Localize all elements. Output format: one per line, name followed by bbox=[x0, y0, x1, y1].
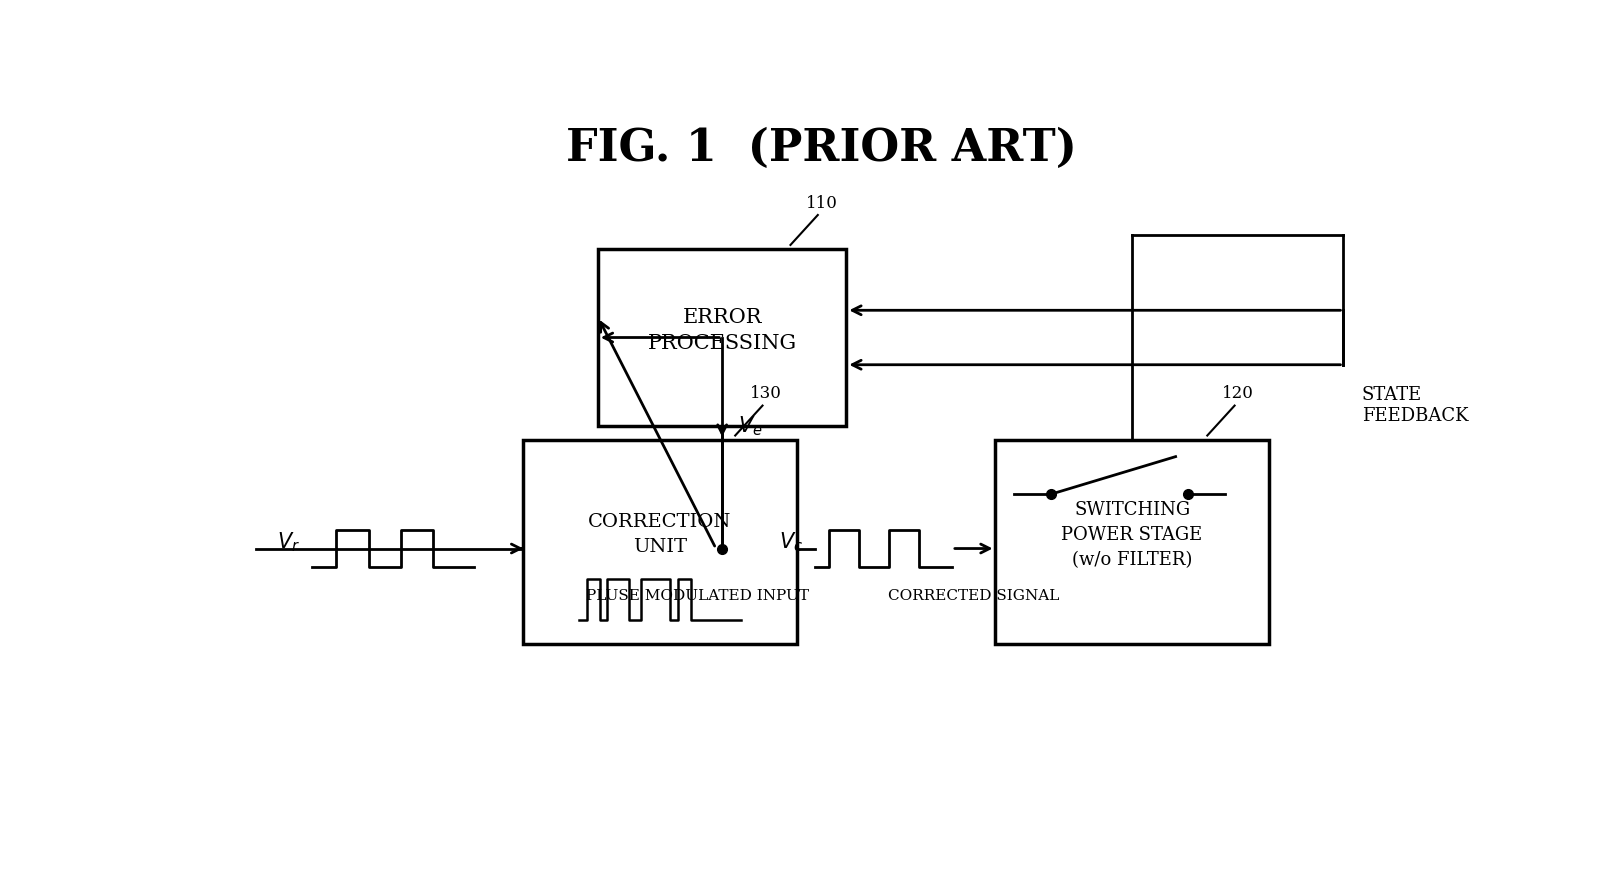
Text: ERROR
PROCESSING: ERROR PROCESSING bbox=[648, 308, 797, 354]
Text: STATE
FEEDBACK: STATE FEEDBACK bbox=[1363, 386, 1468, 425]
Text: CORRECTED SIGNAL: CORRECTED SIGNAL bbox=[888, 590, 1060, 604]
Text: CORRECTION
UNIT: CORRECTION UNIT bbox=[588, 514, 731, 556]
Bar bbox=[598, 249, 846, 426]
Text: PLUSE MODULATED INPUT: PLUSE MODULATED INPUT bbox=[585, 590, 810, 604]
Bar bbox=[995, 439, 1270, 644]
Text: 110: 110 bbox=[806, 194, 837, 211]
Text: $V_c$: $V_c$ bbox=[779, 530, 803, 553]
Bar bbox=[523, 439, 797, 644]
Text: FIG. 1  (PRIOR ART): FIG. 1 (PRIOR ART) bbox=[566, 126, 1077, 170]
Text: SWITCHING
POWER STAGE
(w/o FILTER): SWITCHING POWER STAGE (w/o FILTER) bbox=[1061, 501, 1202, 569]
Text: 130: 130 bbox=[750, 385, 782, 402]
Text: $V_r$: $V_r$ bbox=[277, 530, 300, 553]
Text: 120: 120 bbox=[1223, 385, 1254, 402]
Text: $V_e$: $V_e$ bbox=[739, 415, 763, 438]
